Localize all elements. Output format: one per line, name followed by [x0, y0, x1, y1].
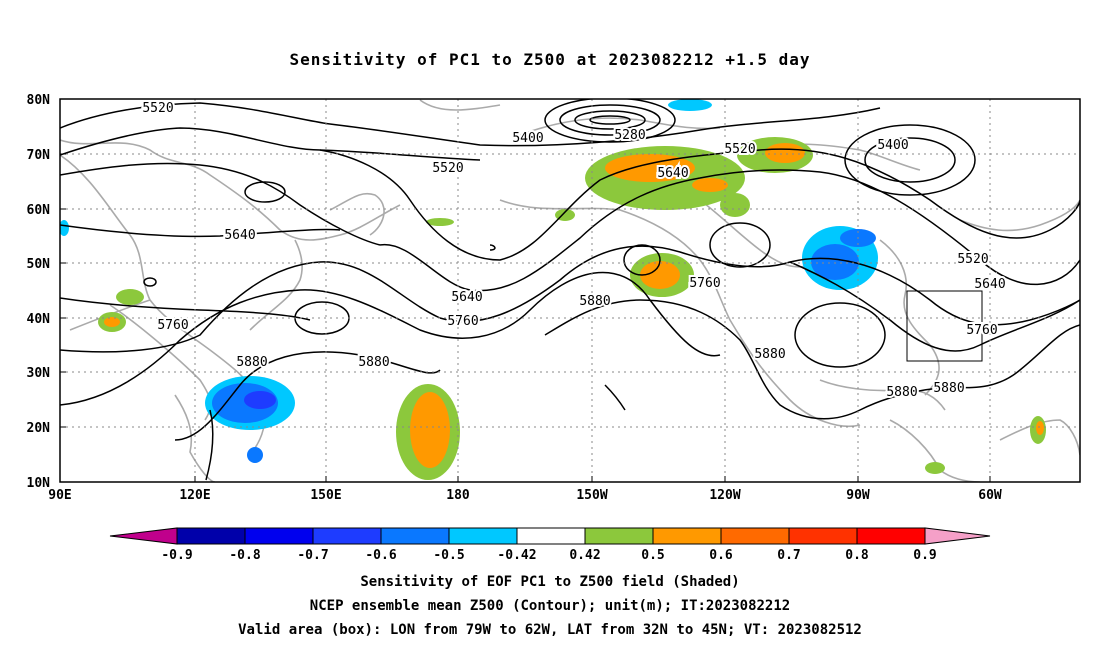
contour-label: 5640	[974, 277, 1005, 292]
map-frame	[59, 98, 1081, 483]
caption-line-1: Sensitivity of EOF PC1 to Z500 field (Sh…	[360, 574, 740, 590]
colorbar-tick-label: 0.8	[845, 548, 869, 563]
contour-label: 5880	[358, 355, 389, 370]
positive-patch-alaska-core	[605, 154, 695, 182]
lon-label: 90W	[846, 488, 870, 503]
lon-label: 120E	[179, 488, 210, 503]
contour-label: 5640	[657, 166, 688, 181]
lat-label: 20N	[27, 421, 51, 436]
caption-line-2: NCEP ensemble mean Z500 (Contour); unit(…	[309, 598, 791, 614]
colorbar-swatch	[448, 527, 518, 545]
positive-patch-alaska-east	[692, 178, 728, 192]
contour-label: 5880	[754, 347, 785, 362]
colorbar-tick-label: -0.8	[229, 548, 260, 563]
lat-label: 60N	[27, 203, 51, 218]
sensitivity-shading	[60, 99, 1046, 480]
contour-label: 5880	[579, 294, 610, 309]
contour-label: 5400	[512, 131, 543, 146]
contour-label: 5520	[142, 101, 173, 116]
lat-label: 80N	[27, 93, 51, 108]
z500-contours	[60, 99, 1080, 481]
lon-label: 60W	[978, 488, 1002, 503]
colorbar: -0.9 -0.8 -0.7 -0.6 -0.5 -0.42 0.42 0.5 0.6 0.7 0.…	[109, 527, 991, 563]
contour-label: 5760	[447, 314, 478, 329]
colorbar-tick-label: -0.42	[497, 548, 536, 563]
colorbar-swatch	[856, 527, 926, 545]
contour-label: 5880	[886, 385, 917, 400]
lon-label: 150E	[310, 488, 341, 503]
colorbar-swatch	[720, 527, 790, 545]
lat-lon-grid	[60, 99, 1080, 482]
colorbar-tick-label: -0.5	[433, 548, 464, 563]
contour-label: 5640	[451, 290, 482, 305]
colorbar-tick-label: 0.7	[777, 548, 800, 563]
lon-label: 150W	[576, 488, 607, 503]
caption-line-3: Valid area (box): LON from 79W to 62W, L…	[238, 622, 862, 638]
lat-label: 50N	[27, 257, 51, 272]
colorbar-arrow-low	[109, 527, 178, 545]
axis-ticks	[60, 98, 991, 482]
colorbar-swatch	[312, 527, 382, 545]
lat-label: 10N	[27, 476, 51, 491]
contour-label: 5760	[689, 276, 720, 291]
colorbar-tick-label: 0.42	[569, 548, 600, 563]
lat-labels: 80N 70N 60N 50N 40N 30N 20N 10N	[27, 93, 51, 491]
colorbar-tick-label: -0.6	[365, 548, 396, 563]
lat-label: 40N	[27, 312, 51, 327]
contour-label: 5880	[933, 381, 964, 396]
colorbar-swatch	[176, 527, 246, 545]
lon-label: 120W	[709, 488, 740, 503]
contour-label: 5400	[877, 138, 908, 153]
colorbar-swatch	[652, 527, 722, 545]
colorbar-swatch	[244, 527, 314, 545]
colorbar-tick-label: 0.6	[709, 548, 733, 563]
colorbar-swatch	[516, 527, 586, 545]
colorbar-swatch	[380, 527, 450, 545]
valid-area-box	[906, 290, 983, 362]
colorbar-swatch	[584, 527, 654, 545]
contour-label: 5760	[157, 318, 188, 333]
colorbar-tick-label: -0.7	[297, 548, 328, 563]
contour-labels: 5520 5400 5280 5520 5400 5520 5640 5640 …	[140, 99, 1007, 402]
contour-label: 5640	[224, 228, 255, 243]
lon-label: 180	[446, 488, 470, 503]
colorbar-tick-label: -0.9	[161, 548, 192, 563]
colorbar-tick-label: 0.5	[641, 548, 664, 563]
colorbar-tick-label: 0.9	[913, 548, 936, 563]
contour-label: 5280	[614, 128, 645, 143]
lon-labels: 90E 120E 150E 180 150W 120W 90W 60W	[48, 488, 1002, 503]
lat-label: 70N	[27, 148, 51, 163]
lat-label: 30N	[27, 366, 51, 381]
contour-label: 5520	[724, 142, 755, 157]
contour-label: 5760	[966, 323, 997, 338]
lon-label: 90E	[48, 488, 71, 503]
contour-label: 5520	[432, 161, 463, 176]
colorbar-swatch	[788, 527, 858, 545]
colorbar-arrow-high	[924, 527, 991, 545]
contour-label: 5880	[236, 355, 267, 370]
contour-label: 5520	[957, 252, 988, 267]
map-title: Sensitivity of PC1 to Z500 at 2023082212…	[289, 50, 811, 69]
